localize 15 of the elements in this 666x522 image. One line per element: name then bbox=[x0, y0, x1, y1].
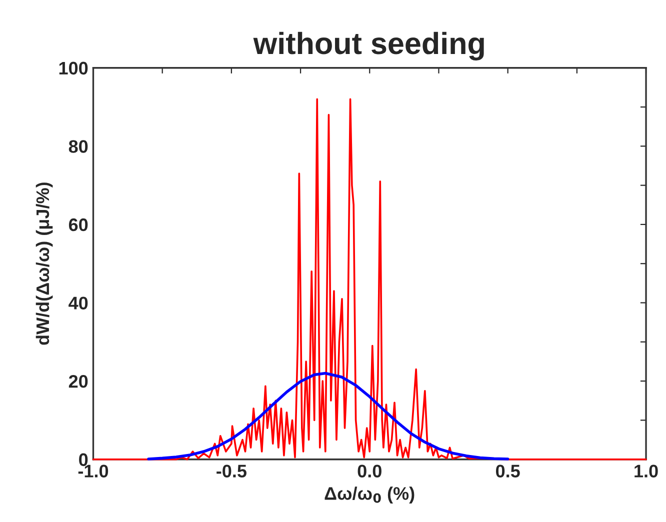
x-axis-title: Δω/ω$_{0}$ (%) bbox=[324, 486, 414, 504]
y-tick-label: 60 bbox=[68, 218, 88, 232]
x-tick-label: 0.0 bbox=[358, 464, 382, 478]
chart-title: without seeding bbox=[253, 32, 484, 60]
x-tick-label: 0.5 bbox=[496, 464, 520, 478]
x-tick-label: -0.5 bbox=[216, 464, 246, 478]
y-axis-title: dW/d(Δω/ω) (μJ/%) bbox=[36, 182, 53, 345]
x-tick-label: -1.0 bbox=[78, 464, 108, 478]
line-series bbox=[147, 372, 510, 460]
y-tick-label: 80 bbox=[68, 140, 88, 153]
y-tick-label: 40 bbox=[68, 296, 88, 310]
y-tick-label: 100 bbox=[59, 62, 88, 75]
y-tick-label: 20 bbox=[68, 374, 88, 388]
x-tick-label: 1.0 bbox=[634, 464, 658, 478]
y-tick-label: 0 bbox=[79, 453, 88, 466]
